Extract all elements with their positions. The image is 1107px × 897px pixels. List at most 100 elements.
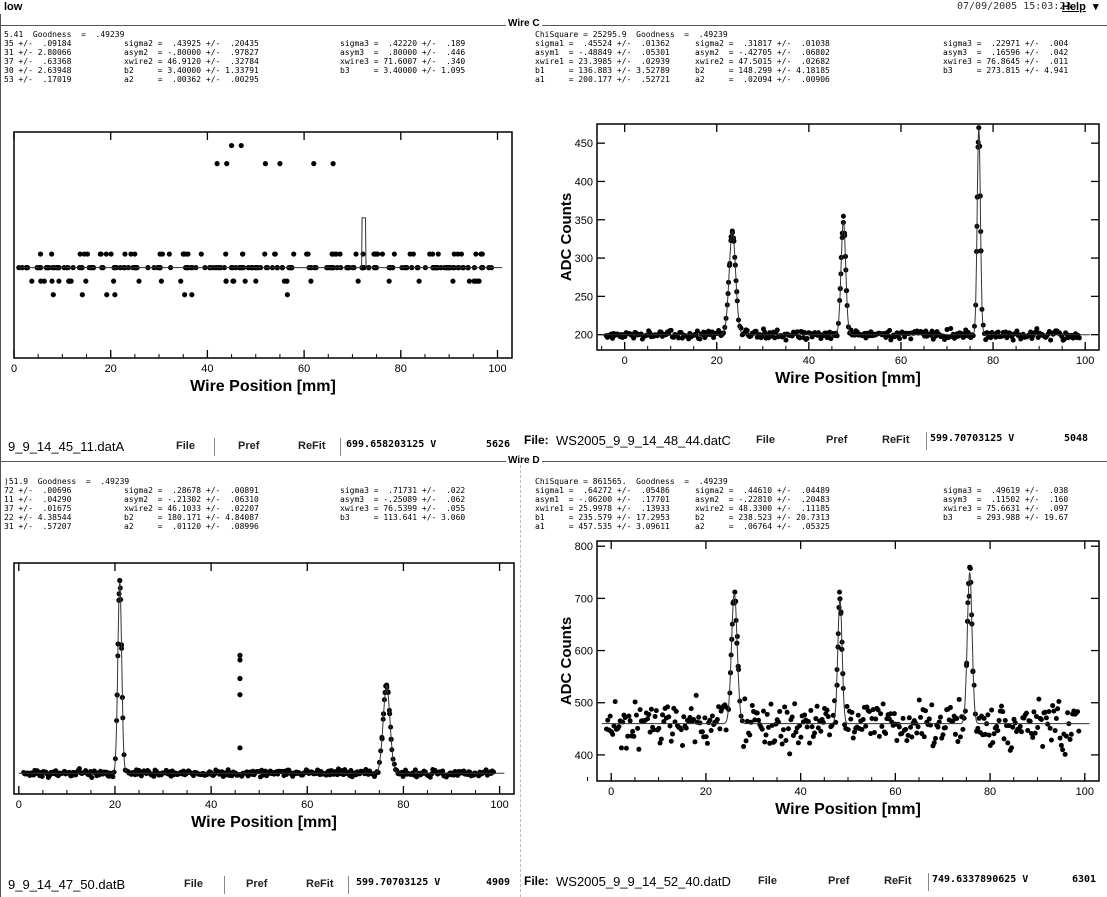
data-point [108, 251, 114, 257]
data-point [780, 727, 786, 733]
data-point [1055, 706, 1061, 712]
scatter-plot-wire-b[interactable]: 0 20 40 60 80 100 Wire Position [mm] [0, 475, 520, 875]
x-tick-label: 40 [795, 786, 807, 798]
pref-button[interactable]: Pref [238, 440, 260, 452]
data-point [658, 736, 664, 742]
data-point [231, 278, 237, 284]
scatter-plot-wire-d[interactable]: 0 20 40 60 80 100 400 500 600 700 800 Wire Position… [527, 475, 1107, 875]
plot-svg: 0 20 40 60 80 100 Wire Position [mm] [13, 562, 515, 831]
data-point [883, 730, 889, 736]
data-point [897, 336, 903, 342]
panel-wire-b: )51.9 Goodness = .49239 72 +/- .00696 11… [0, 475, 520, 875]
file-button[interactable]: File [176, 440, 195, 452]
data-point [646, 712, 652, 718]
y-tick-label: 800 [575, 541, 593, 553]
data-point [777, 708, 783, 714]
scatter-plot-wire-c[interactable]: 0 20 40 60 80 100 200 250 300 350 400 450 Wire Posit… [527, 28, 1107, 458]
pref-button[interactable]: Pref [246, 878, 268, 890]
data-point [618, 745, 624, 751]
data-point [693, 692, 699, 698]
pref-button[interactable]: Pref [826, 434, 848, 446]
data-point [694, 328, 700, 334]
x-tick-label: 100 [488, 363, 506, 375]
voltage-readout: 599.70703125 V [930, 433, 1015, 444]
voltage-count: 5626 [486, 439, 511, 450]
file-name: 9_9_14_45_11.datA [8, 439, 125, 454]
data-point [616, 724, 622, 730]
data-point [714, 717, 720, 723]
data-point [180, 251, 187, 257]
x-tick-label: 0 [622, 355, 628, 367]
help-menu[interactable]: Help [1062, 1, 1086, 13]
data-point [238, 142, 244, 149]
data-point [707, 717, 713, 723]
data-point [681, 714, 687, 720]
data-point [873, 716, 879, 722]
separator [348, 876, 349, 894]
data-point [754, 710, 760, 716]
data-point [379, 251, 386, 257]
panel-divider [520, 460, 521, 897]
x-tick-label: 40 [205, 799, 217, 811]
data-point [752, 717, 758, 723]
x-tick-label: 60 [301, 799, 313, 811]
data-point [1051, 708, 1057, 714]
data-point [386, 278, 392, 284]
voltage-count: 5048 [1064, 433, 1089, 444]
data-point [1076, 335, 1082, 341]
data-point [807, 740, 813, 746]
refit-button[interactable]: ReFit [306, 878, 334, 890]
data-point [661, 719, 667, 725]
data-point [948, 326, 954, 332]
data-point [223, 278, 229, 284]
y-tick-label: 500 [575, 698, 593, 710]
data-point [765, 724, 771, 730]
refit-button[interactable]: ReFit [882, 434, 910, 446]
file-button[interactable]: File [756, 434, 775, 446]
plot-frame [13, 562, 515, 795]
data-point [782, 704, 788, 710]
data-point [1061, 336, 1067, 342]
x-tick-label: 80 [987, 355, 999, 367]
data-point [759, 726, 765, 732]
data-point [612, 699, 618, 705]
data-point [330, 161, 336, 167]
window-title: low [4, 1, 23, 13]
separator [214, 438, 215, 456]
data-point [825, 714, 831, 720]
data-point [837, 589, 843, 595]
data-point [1006, 723, 1012, 729]
data-point [89, 775, 95, 781]
data-point [747, 732, 753, 738]
data-point [645, 716, 651, 722]
data-point [1047, 725, 1053, 731]
data-point [342, 767, 348, 773]
data-point [1018, 729, 1024, 735]
data-point [128, 251, 134, 257]
scatter-plot-wire-a[interactable]: 0 20 40 60 80 100 Wire Position [mm] [0, 28, 520, 458]
refit-button[interactable]: ReFit [884, 875, 912, 887]
data-point [242, 278, 248, 284]
data-point [237, 657, 243, 663]
data-point [66, 278, 72, 284]
data-point [860, 717, 866, 723]
data-point [932, 735, 938, 741]
section-divider-middle [0, 461, 1107, 462]
data-point [1012, 720, 1018, 726]
x-tick-label: 20 [109, 799, 121, 811]
data-point [1052, 728, 1058, 734]
refit-button[interactable]: ReFit [298, 440, 326, 452]
data-point [962, 708, 968, 714]
plot-frame [596, 123, 1100, 351]
data-point [986, 732, 992, 738]
data-point [1034, 326, 1040, 332]
data-point [827, 732, 833, 738]
data-point [794, 329, 800, 335]
pref-button[interactable]: Pref [828, 875, 850, 887]
data-point [812, 730, 818, 736]
file-button[interactable]: File [758, 875, 777, 887]
data-point [416, 278, 422, 284]
data-point [666, 714, 672, 720]
chevron-down-icon[interactable]: ▾ [1093, 1, 1099, 13]
file-button[interactable]: File [184, 878, 203, 890]
